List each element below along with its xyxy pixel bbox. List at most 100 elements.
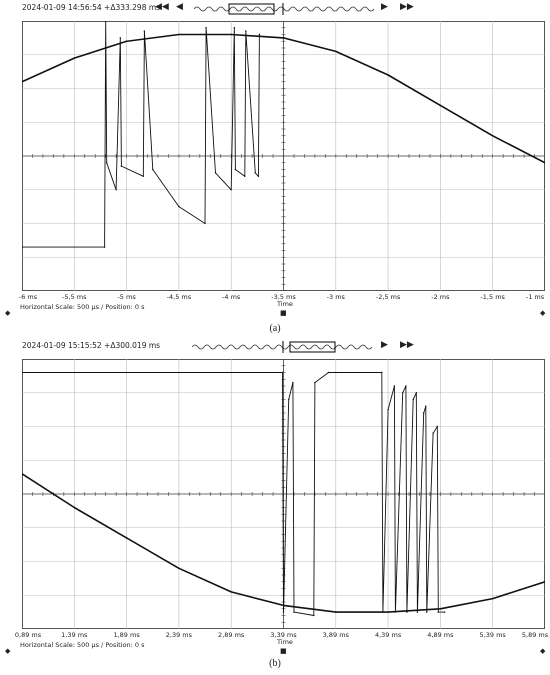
- scope-toolbar: 2024-01-09 15:15:52 +Δ300.019 ms ▶ ▶▶: [0, 338, 550, 356]
- data-point: [233, 27, 236, 29]
- data-point: [142, 175, 145, 177]
- x-tick-label: 2,39 ms: [165, 631, 193, 639]
- data-point: [405, 385, 407, 387]
- data-point: [293, 611, 295, 613]
- fast-forward-icon[interactable]: ▶▶: [400, 340, 414, 350]
- horizontal-scale-info: Horizontal Scale: 500 µs / Position: 0 s: [20, 641, 145, 649]
- x-tick-label: 4,39 ms: [374, 631, 402, 639]
- data-point: [327, 371, 330, 374]
- x-tick-label: -4 ms: [222, 293, 241, 301]
- data-point: [244, 175, 246, 177]
- data-point: [387, 74, 389, 76]
- data-point: [22, 473, 23, 475]
- x-tick-label: -1,5 ms: [480, 293, 505, 301]
- data-point: [282, 37, 285, 39]
- x-tick-label: -6 ms: [18, 293, 38, 301]
- fast-forward-icon[interactable]: ▶▶: [400, 2, 414, 12]
- data-point: [394, 611, 397, 613]
- data-point: [125, 40, 128, 42]
- x-tick-label: -2 ms: [431, 293, 450, 301]
- data-point: [439, 608, 442, 610]
- x-tick-label: 3,89 ms: [322, 631, 349, 639]
- data-point: [432, 432, 434, 434]
- data-point: [245, 30, 247, 32]
- oscilloscope-plot-a: [22, 21, 545, 291]
- x-tick-labels: 0,89 ms 1,39 ms 1,89 ms 2,39 ms 2,89 ms 3,39 …: [0, 631, 550, 643]
- data-point: [254, 172, 256, 174]
- data-point: [104, 21, 107, 22]
- data-point: [393, 385, 396, 387]
- x-tick-label: -3,5 ms: [271, 293, 296, 301]
- data-point: [381, 371, 383, 374]
- back-icon[interactable]: ◀: [176, 2, 183, 12]
- forward-icon[interactable]: ▶: [381, 340, 388, 350]
- data-point: [437, 611, 440, 613]
- data-point: [178, 33, 180, 36]
- x-tick-label: 5,89 ms: [521, 631, 549, 639]
- data-point: [178, 205, 180, 208]
- data-point: [119, 37, 122, 39]
- data-point: [22, 81, 23, 83]
- data-point: [415, 392, 418, 394]
- data-point: [22, 246, 23, 248]
- data-point: [257, 175, 260, 177]
- data-point: [436, 425, 438, 428]
- data-point: [115, 189, 117, 191]
- figure-caption: (b): [269, 658, 281, 669]
- data-point: [544, 162, 545, 164]
- cursor-marker-icon[interactable]: ■: [280, 647, 287, 655]
- data-point: [73, 506, 75, 509]
- right-marker-icon: ◆: [540, 309, 546, 317]
- data-point: [230, 33, 232, 36]
- data-point: [230, 591, 232, 593]
- data-point: [443, 611, 446, 613]
- data-point: [125, 537, 128, 539]
- x-tick-label: -3 ms: [326, 293, 345, 301]
- data-point: [313, 614, 315, 617]
- x-tick-label: -2,5 ms: [375, 293, 401, 301]
- horizontal-scale-info: Horizontal Scale: 500 µs / Position: 0 s: [20, 303, 145, 311]
- data-point: [288, 398, 290, 401]
- timeline-overview[interactable]: [190, 341, 375, 353]
- x-tick-label: -4,5 ms: [166, 293, 192, 301]
- data-point: [143, 30, 146, 32]
- x-axis-title: Time: [277, 638, 293, 646]
- x-tick-label: -5 ms: [117, 293, 136, 301]
- series-line-2: [22, 21, 260, 248]
- timeline-overview[interactable]: [192, 3, 377, 15]
- x-tick-label: 2,89 ms: [218, 631, 245, 639]
- data-point: [234, 168, 237, 171]
- data-point: [282, 611, 285, 613]
- timestamp: 2024-01-09 15:15:52 +Δ300.019 ms: [22, 341, 161, 350]
- data-point: [214, 172, 217, 174]
- data-point: [426, 611, 428, 613]
- data-point: [492, 597, 494, 600]
- data-point: [335, 611, 337, 613]
- data-point: [492, 135, 494, 137]
- forward-icon[interactable]: ▶: [381, 2, 388, 12]
- data-point: [416, 611, 419, 613]
- data-point: [103, 246, 106, 248]
- data-point: [258, 33, 261, 36]
- oscilloscope-plot-b: [22, 359, 545, 629]
- data-point: [204, 222, 206, 225]
- rewind-icon[interactable]: ◀◀: [155, 2, 169, 12]
- data-point: [412, 398, 414, 401]
- x-tick-label: -5,5 ms: [62, 293, 87, 301]
- cursor-marker-icon[interactable]: ■: [280, 309, 287, 317]
- x-tick-label: 3,39 ms: [270, 631, 297, 639]
- x-tick-labels: -6 ms -5,5 ms -5 ms -4,5 ms -4 ms -3,5 ms -3 m…: [0, 293, 550, 305]
- data-point: [335, 50, 337, 53]
- figure-caption: (a): [269, 323, 281, 334]
- data-point: [544, 581, 545, 583]
- data-point: [106, 162, 108, 164]
- scope-toolbar: 2024-01-09 14:56:54 +Δ333.298 ms ◀◀ ◀ ▶ …: [0, 0, 550, 18]
- left-marker-icon: ◆: [5, 309, 11, 317]
- data-point: [22, 371, 23, 374]
- data-point: [152, 168, 154, 171]
- data-point: [387, 408, 389, 411]
- data-point: [178, 567, 180, 569]
- scope-panel-b: 2024-01-09 15:15:52 +Δ300.019 ms ▶ ▶▶ 0,…: [0, 338, 550, 675]
- data-point: [402, 392, 404, 394]
- x-tick-label: 1,39 ms: [61, 631, 88, 639]
